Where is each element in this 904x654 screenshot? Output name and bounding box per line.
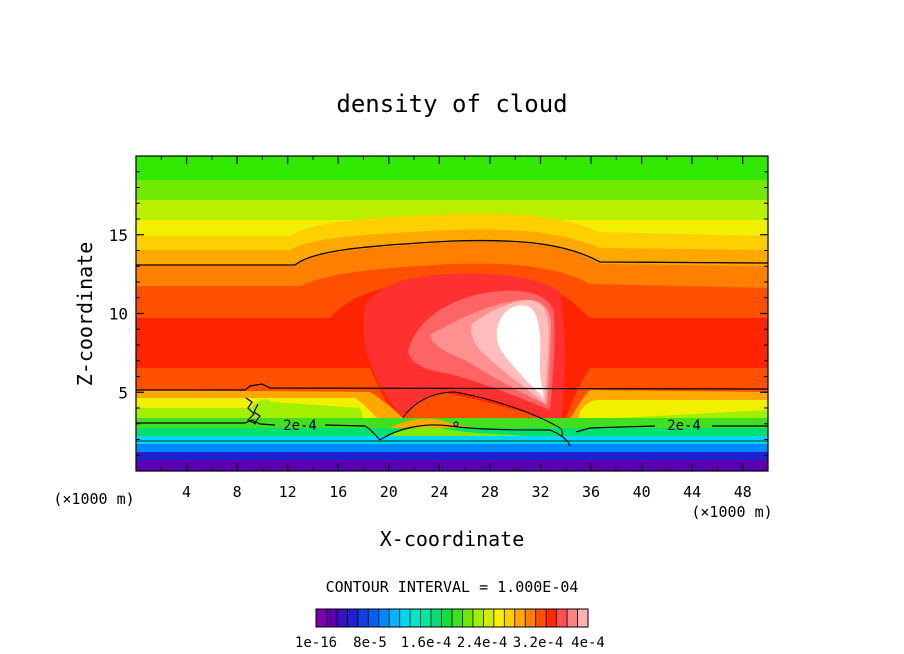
colorbar-label: 1.6e-4: [401, 635, 452, 651]
x-tick-label: 32: [531, 483, 549, 501]
x-tick-label: 12: [279, 483, 297, 501]
x-axis-label: X-coordinate: [380, 527, 525, 551]
colorbar-label: 1e-16: [295, 635, 337, 651]
contour-line-upper: [136, 239, 768, 266]
colorbar-label: 3.2e-4: [513, 635, 564, 651]
colorbar-swatch: [420, 609, 432, 627]
colorbar-swatch: [493, 609, 505, 627]
contour-noise-1: [245, 397, 257, 425]
colorbar-label: 2.4e-4: [457, 635, 508, 651]
colorbar-swatch: [525, 609, 537, 627]
colorbar-frame: [315, 608, 589, 628]
colorbar-swatch: [504, 609, 516, 627]
colorbar-swatch: [556, 609, 568, 627]
colorbar-swatch: [399, 609, 411, 627]
colorbar-swatch: [462, 609, 474, 627]
x-tick-label: 16: [329, 483, 347, 501]
colorbar-swatch: [483, 609, 495, 627]
colorbar-swatch: [357, 609, 369, 627]
colorbar-label: 4e-4: [571, 635, 605, 651]
chart-title: density of cloud: [336, 90, 567, 118]
colorbar-swatch: [389, 609, 401, 627]
x-unit-left: (×1000 m): [53, 490, 134, 508]
x-tick-label: 4: [182, 483, 191, 501]
contour-line-5km: [136, 383, 768, 391]
colorbar-swatch: [577, 609, 589, 627]
colorbar-swatch: [347, 609, 359, 627]
colorbar: [315, 608, 589, 628]
x-tick-label: 40: [633, 483, 651, 501]
y-tick-label: 5: [118, 383, 128, 402]
colorbar-swatch: [378, 609, 390, 627]
colorbar-swatch: [441, 609, 453, 627]
x-tick-label: 8: [233, 483, 242, 501]
x-tick-label: 44: [683, 483, 701, 501]
contour-line-2e4-right-a: [575, 425, 656, 433]
colorbar-labels: 1e-16 8e-5 1.6e-4 2.4e-4 3.2e-4 4e-4: [295, 635, 605, 651]
contour-line-2e4-left: [136, 419, 276, 426]
x-tick-label: 28: [481, 483, 499, 501]
x-tick-label: 36: [582, 483, 600, 501]
field-core-max: [496, 305, 545, 399]
y-axis: 5 10 15: [109, 171, 768, 456]
x-tick-label: 48: [734, 483, 752, 501]
colorbar-swatch: [326, 609, 338, 627]
colorbar-swatch: [410, 609, 422, 627]
y-tick-label: 15: [109, 226, 128, 245]
colorbar-swatch: [452, 609, 463, 627]
colorbar-swatch: [546, 609, 558, 627]
contour-label-left: 2e-4: [283, 418, 317, 434]
plot-area: [136, 156, 768, 471]
x-tick-label: 24: [430, 483, 448, 501]
contour-line-core-edge: [402, 391, 563, 437]
colorbar-swatch: [567, 609, 578, 627]
colorbar-label: 8e-5: [353, 635, 387, 651]
colorbar-swatch: [336, 609, 348, 627]
contour-labels: 2e-4 2e-4: [283, 418, 701, 434]
contour-interval-text: CONTOUR INTERVAL = 1.000E-04: [326, 578, 579, 596]
colorbar-swatch: [514, 609, 526, 627]
colorbar-swatch: [316, 609, 327, 627]
colorbar-swatch: [431, 609, 442, 627]
colorbar-swatch: [472, 609, 484, 627]
contour-blob: [453, 421, 459, 427]
x-unit-right: (×1000 m): [691, 503, 772, 521]
contour-noise-2: [253, 403, 261, 425]
y-tick-label: 10: [109, 305, 128, 324]
contour-label-right: 2e-4: [667, 418, 701, 434]
colorbar-swatch: [368, 609, 380, 627]
x-tick-label: 20: [380, 483, 398, 501]
field-bottom-purple: [136, 460, 768, 471]
colorbar-swatch: [535, 609, 547, 627]
contour-line-2e4-mid: [324, 424, 571, 447]
y-axis-label: Z-coordinate: [73, 242, 97, 387]
x-axis: 4 8 12 16 20 24 28 32 36 40 44 48: [160, 156, 752, 501]
